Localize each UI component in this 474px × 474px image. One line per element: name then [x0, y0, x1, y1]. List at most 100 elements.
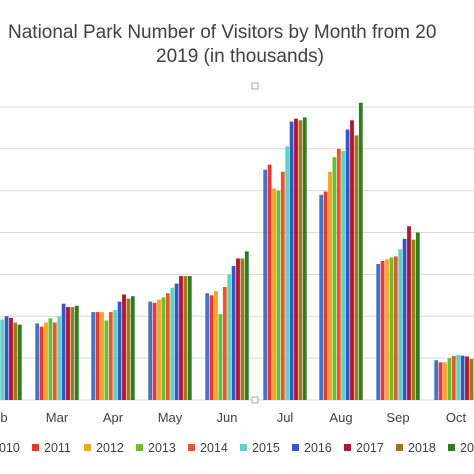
bar-aug-2019 [358, 102, 363, 400]
bar-jul-2014 [280, 171, 285, 400]
legend-label-2019: 2019 [460, 441, 474, 455]
bars [0, 102, 474, 401]
bar-apr-2015 [113, 309, 118, 400]
chart-title: National Park Number of Visitors by Mont… [8, 22, 436, 67]
bar-jun-2018 [240, 258, 245, 400]
bar-jun-2015 [227, 274, 232, 400]
bar-jul-2011 [267, 164, 272, 400]
x-tick-label-apr: Apr [103, 410, 124, 425]
legend-swatch-2014 [188, 444, 195, 451]
bar-aug-2013 [332, 157, 337, 400]
bar-aug-2012 [328, 171, 332, 400]
bar-mar-2010 [35, 323, 40, 400]
bar-oct-2014 [451, 356, 456, 400]
selection-handle[interactable] [251, 396, 259, 404]
legend-swatch-2013 [136, 444, 143, 451]
bar-apr-2014 [108, 312, 113, 400]
bar-may-2011 [152, 302, 157, 400]
x-tick-label-feb: b [0, 410, 7, 425]
bar-jun-2019 [244, 251, 249, 400]
bar-jul-2012 [272, 188, 276, 400]
x-tick-label-jun: Jun [217, 410, 238, 425]
bar-oct-2013 [447, 358, 452, 400]
x-tick-label-jul: Jul [277, 410, 294, 425]
bar-sep-2012 [385, 259, 389, 400]
selection-handles [251, 82, 259, 404]
legend-swatch-2017 [344, 444, 351, 451]
selection-handle[interactable] [251, 82, 259, 90]
legend-label-2016: 2016 [304, 441, 332, 455]
bar-apr-2016 [117, 301, 122, 400]
bar-may-2012 [157, 299, 161, 400]
bar-oct-2015 [456, 354, 461, 400]
bar-apr-2018 [126, 298, 131, 400]
bar-aug-2017 [350, 120, 354, 400]
bar-apr-2017 [122, 294, 126, 400]
bar-oct-2011 [438, 362, 443, 400]
x-tick-label-may: May [158, 410, 183, 425]
chart-title-line-1: National Park Number of Visitors by Mont… [8, 22, 436, 43]
bar-may-2017 [179, 276, 183, 400]
bar-sep-2014 [393, 256, 398, 400]
bar-apr-2013 [104, 320, 109, 400]
bar-jun-2014 [222, 286, 227, 400]
bar-jul-2013 [276, 190, 281, 400]
chart-title-line-2: 2019 (in thousands) [156, 46, 324, 67]
bar-jun-2011 [209, 295, 214, 400]
bar-sep-2011 [380, 261, 385, 400]
bar-feb-2016 [4, 316, 9, 400]
bar-may-2015 [170, 287, 175, 400]
x-tick-label-sep: Sep [386, 410, 409, 425]
bar-sep-2018 [411, 239, 416, 400]
x-tick-label-mar: Mar [46, 410, 69, 425]
bar-mar-2017 [66, 307, 70, 400]
bar-feb-2015 [0, 319, 5, 400]
bar-apr-2019 [130, 296, 135, 400]
bar-feb-2017 [9, 317, 13, 400]
bar-may-2016 [174, 283, 179, 400]
legend: 2010 2011 2012 2013 2014 2015 2016 2017 2018 2019 [0, 441, 474, 455]
bar-mar-2012 [44, 322, 48, 400]
bar-feb-2019 [17, 324, 22, 400]
bar-mar-2013 [48, 318, 53, 400]
bar-mar-2015 [57, 316, 62, 400]
legend-swatch-2011 [32, 444, 39, 451]
bar-aug-2011 [323, 191, 328, 400]
bar-jun-2016 [231, 266, 236, 400]
bar-may-2018 [183, 276, 188, 400]
legend-label-2017: 2017 [356, 441, 384, 455]
bar-apr-2012 [100, 312, 104, 400]
legend-swatch-2015 [240, 444, 247, 451]
legend-label-2013: 2013 [148, 441, 176, 455]
bar-sep-2017 [407, 226, 411, 400]
bar-jun-2017 [236, 258, 240, 400]
bar-sep-2016 [402, 238, 407, 400]
x-axis-tick-labels: b Mar Apr May Jun Jul Aug Sep Oct [0, 410, 466, 425]
bar-oct-2012 [443, 362, 447, 400]
bar-apr-2011 [95, 312, 100, 400]
bar-sep-2010 [376, 263, 381, 400]
legend-label-2015: 2015 [252, 441, 280, 455]
bar-aug-2015 [341, 150, 346, 400]
legend-swatch-2012 [84, 444, 91, 451]
bar-jul-2016 [289, 121, 294, 400]
bar-jun-2013 [218, 314, 223, 400]
bar-jul-2019 [302, 117, 307, 401]
legend-swatch-2018 [396, 444, 403, 451]
bar-mar-2018 [70, 307, 75, 400]
bar-sep-2013 [389, 257, 394, 400]
bar-sep-2015 [398, 249, 403, 400]
bar-oct-2017 [465, 356, 469, 400]
x-tick-label-oct: Oct [446, 410, 467, 425]
bar-jul-2018 [298, 120, 303, 400]
bar-may-2014 [165, 293, 170, 400]
legend-label-2011: 2011 [44, 441, 71, 455]
bar-may-2013 [161, 297, 166, 400]
bar-mar-2016 [61, 303, 66, 400]
bar-oct-2010 [434, 360, 439, 400]
legend-label-2018: 2018 [408, 441, 436, 455]
bar-aug-2010 [319, 194, 324, 400]
bar-jul-2010 [263, 169, 268, 400]
